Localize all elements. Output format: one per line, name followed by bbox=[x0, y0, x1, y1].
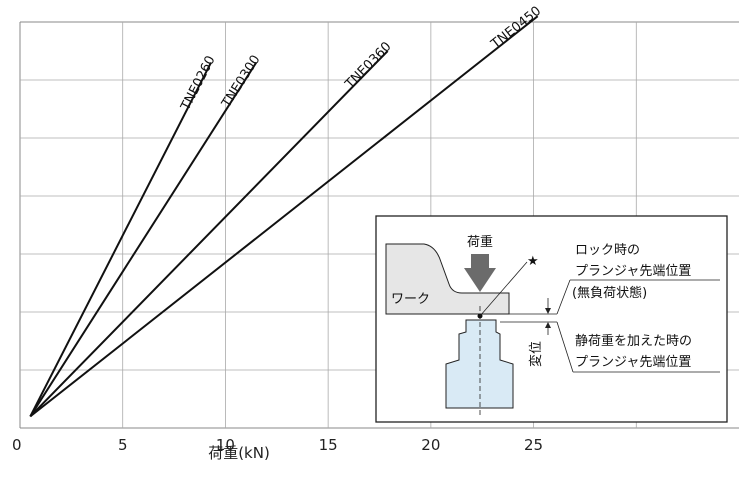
displacement-label: 変位 bbox=[528, 341, 544, 367]
load-label: 荷重 bbox=[467, 234, 493, 250]
work-piece bbox=[385, 243, 510, 315]
star-mark: ★ bbox=[527, 254, 539, 269]
load-arrow-head bbox=[464, 268, 496, 292]
static-leader bbox=[556, 321, 574, 373]
lock-label-3: (無負荷状態) bbox=[572, 285, 647, 301]
series-line-tne0450 bbox=[29, 15, 539, 418]
disp-arrowhead-up bbox=[545, 322, 551, 328]
grid bbox=[19, 21, 739, 429]
series-label-tne0450: TNE0450 bbox=[488, 4, 544, 53]
load-arrow-shaft bbox=[471, 254, 489, 268]
disp-arrowhead-down bbox=[545, 308, 551, 314]
lock-label-1: ロック時の bbox=[575, 243, 640, 258]
x-axis-label: 荷重(kN) bbox=[208, 444, 270, 462]
lock-label-2: プランジャ先端位置 bbox=[575, 264, 691, 279]
x-tick-label: 5 bbox=[118, 436, 128, 454]
star-leader bbox=[479, 261, 528, 317]
x-tick-label: 20 bbox=[421, 436, 440, 454]
static-label-1: 静荷重を加えた時の bbox=[575, 333, 692, 349]
x-tick-label: 15 bbox=[319, 436, 338, 454]
static-label-2: プランジャ先端位置 bbox=[575, 355, 691, 370]
series-line-tne0260 bbox=[29, 62, 212, 417]
series-line-tne0300 bbox=[29, 62, 258, 417]
x-tick-label: 0 bbox=[12, 436, 22, 454]
x-tick-label: 10 bbox=[216, 436, 235, 454]
series-label-tne0260: TNE0260 bbox=[178, 54, 219, 114]
x-tick-label: 25 bbox=[524, 436, 543, 454]
series-line-tne0360 bbox=[29, 50, 389, 418]
work-label: ワーク bbox=[391, 292, 430, 307]
tick-labels: 0 5 10 15 20 25 bbox=[12, 436, 543, 454]
inset-diagram: ワーク 荷重 ★ 変位 ロック時の プランジャ先端位置 (無負荷状態) 静荷重を… bbox=[375, 215, 728, 423]
lock-leader bbox=[556, 279, 571, 315]
series-label-tne0360: TNE0360 bbox=[342, 39, 395, 92]
plunger-body bbox=[445, 319, 514, 409]
